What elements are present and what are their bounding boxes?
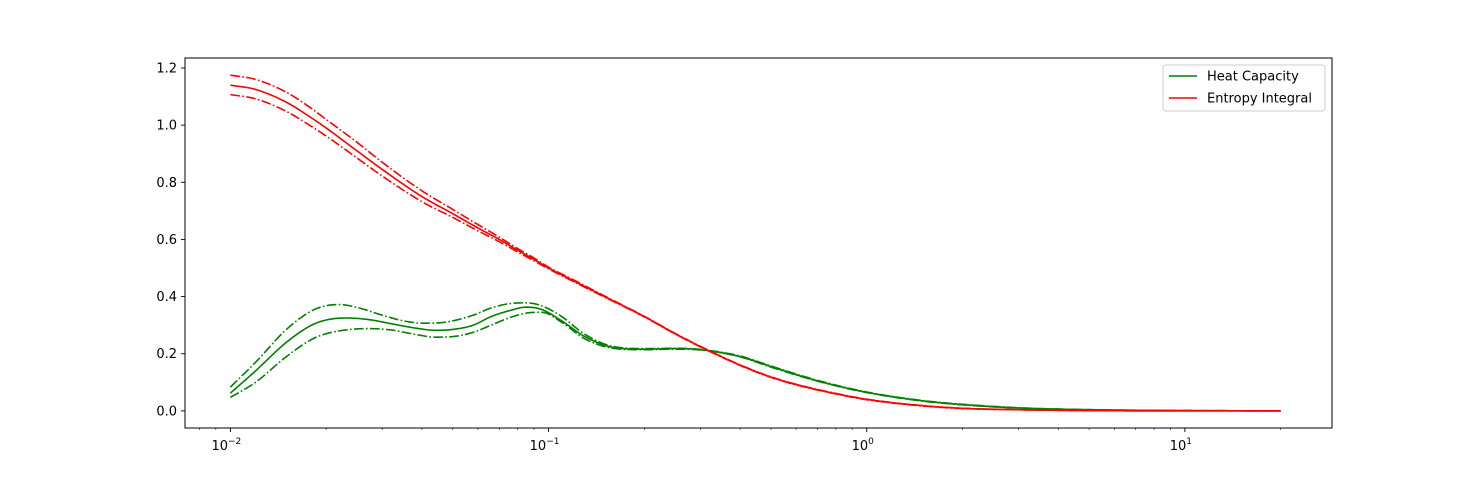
y-tick-label: 0.0 — [156, 404, 177, 419]
y-tick-label: 1.0 — [156, 119, 177, 134]
x-tick-label: 100 — [852, 437, 875, 454]
y-tick-label: 1.2 — [156, 62, 177, 77]
axis-ticks: 0.0 0.2 0.4 0.6 0.8 1.0 1.2 10−2 10−1 100 101 — [156, 62, 1281, 454]
y-tick-label: 0.6 — [156, 233, 177, 248]
y-tick-label: 0.8 — [156, 176, 177, 191]
y-tick-label: 0.4 — [156, 290, 177, 305]
legend-label: Entropy Integral — [1207, 92, 1312, 107]
axes-frame — [184, 57, 1333, 429]
legend-box — [1162, 64, 1326, 112]
series-line-1 — [229, 302, 1281, 412]
plot-area — [229, 74, 1281, 412]
series-line-5 — [230, 93, 1281, 412]
x-tick-label: 10−1 — [530, 437, 560, 454]
series-line-2 — [229, 311, 1281, 412]
y-tick-label: 0.2 — [156, 347, 177, 362]
x-tick-label: 101 — [1170, 437, 1192, 454]
legend-label: Heat Capacity — [1207, 70, 1299, 85]
x-tick-label: 10−2 — [211, 437, 241, 454]
legend: Heat Capacity Entropy Integral — [1162, 64, 1326, 112]
